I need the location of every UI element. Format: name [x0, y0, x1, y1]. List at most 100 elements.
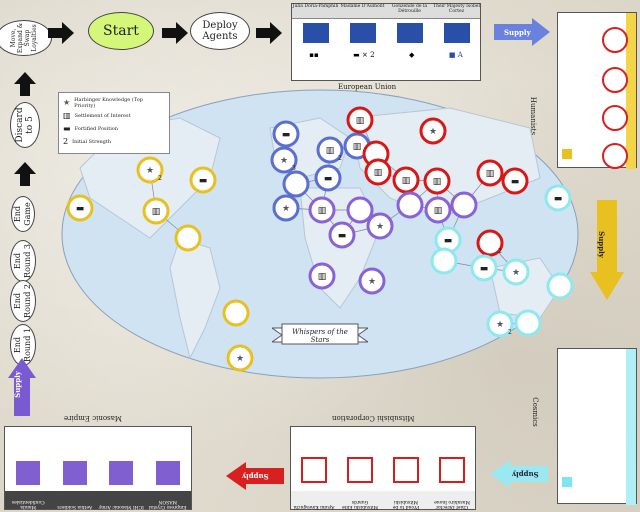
territory-node-mitsubishi[interactable]: ▥ — [364, 158, 392, 186]
territory-node-masonic[interactable]: ★ — [366, 212, 394, 240]
territory-node-humanists[interactable] — [174, 224, 202, 252]
territory-node-mitsubishi[interactable]: ▥ — [476, 159, 504, 187]
territory-node-masonic[interactable]: ▥ — [424, 196, 452, 224]
mitsubishi-card-name: Ayumi Kawaguchi — [293, 504, 335, 509]
territory-ring — [142, 197, 170, 225]
cosmics-player-board — [557, 348, 637, 505]
mitsubishi-card-name: Chief Director Masahiro Inoue — [434, 499, 470, 509]
territory-ring — [396, 191, 424, 219]
arrow-right-icon — [162, 22, 188, 44]
deploy-agents-button[interactable]: Deploy Agents — [190, 12, 250, 50]
territory-ring — [486, 310, 514, 338]
legend-label: Settlement of Interest — [74, 112, 131, 119]
territory-node-masonic[interactable] — [396, 191, 424, 219]
territory-node-eu[interactable]: ★3 — [270, 146, 298, 174]
mitsubishi-supply-label: Supply — [242, 472, 269, 481]
strength-label: 2 — [158, 175, 162, 182]
end-game-label: End Game — [13, 202, 32, 226]
harbinger-icon: ★ — [429, 127, 437, 137]
territory-ring — [346, 106, 374, 134]
harbinger-icon: ★ — [236, 354, 244, 364]
territory-node-mitsubishi[interactable]: ▬ — [501, 167, 529, 195]
territory-ring — [366, 212, 394, 240]
territory-ring — [424, 196, 452, 224]
fortified-icon: ▬ — [282, 130, 291, 140]
strength-icon: 2 — [63, 137, 69, 146]
unit-icon: ■ A — [448, 51, 463, 59]
territory-node-masonic[interactable] — [450, 191, 478, 219]
territory-node-humanists[interactable]: ▬ — [189, 166, 217, 194]
territory-node-cosmics[interactable]: ▬ — [544, 184, 572, 212]
territory-node-humanists[interactable] — [222, 299, 250, 327]
territory-node-humanists[interactable]: ★ — [226, 344, 254, 372]
territory-node-eu[interactable] — [282, 170, 310, 198]
territory-ring — [272, 194, 300, 222]
territory-node-masonic[interactable]: ▥ — [308, 196, 336, 224]
territory-node-mitsubishi[interactable]: ★ — [419, 117, 447, 145]
territory-node-mitsubishi[interactable]: ▥ — [392, 166, 420, 194]
title-banner-text: Whispers of the Stars — [292, 328, 348, 344]
territory-node-humanists[interactable]: ▬ — [66, 194, 94, 222]
strength-label: 2 — [338, 155, 342, 162]
territory-node-masonic[interactable] — [346, 196, 374, 224]
settlement-icon: ▥ — [433, 177, 442, 187]
territory-node-humanists[interactable]: ▥ — [142, 197, 170, 225]
territory-node-eu[interactable]: ▬ — [314, 164, 342, 192]
territory-node-humanists[interactable]: ★2 — [136, 156, 164, 184]
cosmics-token — [562, 477, 572, 487]
territory-ring — [358, 267, 386, 295]
settlement-icon: ▥ — [374, 168, 383, 178]
eu-flag-icon — [302, 23, 329, 43]
territory-node-masonic[interactable]: ▥ — [308, 262, 336, 290]
territory-ring — [502, 258, 530, 286]
territory-node-eu[interactable]: ★ — [272, 194, 300, 222]
territory-node-cosmics[interactable]: ▬ — [434, 226, 462, 254]
territory-ring — [328, 221, 356, 249]
fortified-icon: ▬ — [338, 231, 347, 241]
territory-ring — [501, 167, 529, 195]
territory-node-mitsubishi[interactable]: ▥ — [423, 167, 451, 195]
territory-node-cosmics[interactable] — [546, 272, 574, 300]
territory-node-mitsubishi[interactable]: 2 — [476, 229, 504, 257]
legend-item: ▥ Settlement of Interest — [63, 109, 165, 122]
fortified-icon: ▬ — [63, 124, 71, 133]
harbinger-icon: ★ — [368, 277, 376, 287]
end-round-3-label: End Round 3 — [13, 244, 32, 278]
territory-node-masonic[interactable]: ▬ — [328, 221, 356, 249]
territory-ring — [272, 120, 300, 148]
eu-flag-icon — [443, 23, 470, 43]
settlement-icon: ▥ — [318, 206, 327, 216]
masonic-logo-icon — [62, 461, 87, 485]
territory-node-cosmics[interactable] — [514, 309, 542, 337]
humanists-supply-label: Supply — [596, 231, 606, 258]
territory-node-eu[interactable]: ▥2 — [316, 136, 344, 164]
settlement-icon: ▥ — [434, 206, 443, 216]
unit-icon: ▬ × 2 — [353, 51, 375, 59]
territory-node-cosmics[interactable]: ▬ — [470, 254, 498, 282]
territory-ring — [476, 229, 504, 257]
deploy-label: Deploy Agents — [202, 20, 238, 42]
title-banner — [272, 323, 368, 345]
territory-node-cosmics[interactable]: ★2 — [486, 310, 514, 338]
territory-ring — [423, 167, 451, 195]
harbinger-icon: ★ — [280, 156, 288, 166]
territory-node-cosmics[interactable]: ★ — [502, 258, 530, 286]
territory-ring — [66, 194, 94, 222]
unit-icon: ◆ — [409, 51, 415, 59]
territory-ring — [189, 166, 217, 194]
territory-node-eu[interactable]: ▬ — [272, 120, 300, 148]
mitsubishi-logo-icon — [301, 457, 327, 483]
start-button[interactable]: Start — [88, 12, 154, 50]
strength-label: 2 — [508, 329, 512, 336]
territory-ring — [364, 158, 392, 186]
masonic-card-name: Manila Confidentiales — [11, 499, 45, 509]
harbinger-icon: ★ — [376, 222, 384, 232]
territory-node-cosmics[interactable] — [430, 247, 458, 275]
territory-node-masonic[interactable]: ★ — [358, 267, 386, 295]
settlement-icon: ▥ — [326, 146, 335, 156]
fortified-icon: ▬ — [554, 194, 563, 204]
eu-flag-icon — [349, 23, 376, 43]
harbinger-icon: ★ — [282, 204, 290, 214]
territory-node-mitsubishi[interactable]: ▥ — [346, 106, 374, 134]
mitsubishi-faction-name: Mitsubishi Corporation — [332, 414, 415, 422]
